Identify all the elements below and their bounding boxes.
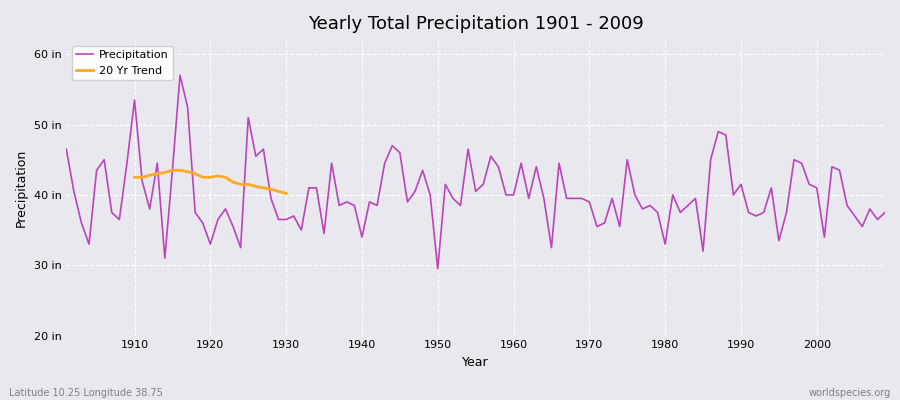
Text: Latitude 10.25 Longitude 38.75: Latitude 10.25 Longitude 38.75: [9, 388, 163, 398]
20 Yr Trend: [129, 175, 140, 180]
20 Yr Trend: [205, 175, 216, 180]
20 Yr Trend: [212, 174, 223, 178]
20 Yr Trend: [137, 175, 148, 180]
Precipitation: [615, 224, 626, 229]
Text: worldspecies.org: worldspecies.org: [809, 388, 891, 398]
20 Yr Trend: [175, 168, 185, 173]
20 Yr Trend: [281, 191, 292, 196]
20 Yr Trend: [273, 189, 284, 194]
Precipitation: [432, 266, 443, 271]
X-axis label: Year: Year: [463, 356, 489, 369]
Precipitation: [122, 161, 132, 166]
20 Yr Trend: [228, 180, 238, 185]
20 Yr Trend: [266, 187, 276, 192]
Legend: Precipitation, 20 Yr Trend: Precipitation, 20 Yr Trend: [72, 46, 173, 80]
Precipitation: [523, 196, 534, 201]
20 Yr Trend: [197, 175, 208, 180]
Title: Yearly Total Precipitation 1901 - 2009: Yearly Total Precipitation 1901 - 2009: [308, 15, 644, 33]
20 Yr Trend: [159, 170, 170, 175]
Precipitation: [341, 200, 352, 204]
Line: 20 Yr Trend: 20 Yr Trend: [134, 170, 286, 194]
20 Yr Trend: [190, 171, 201, 176]
Precipitation: [61, 147, 72, 152]
Precipitation: [296, 228, 307, 232]
20 Yr Trend: [152, 171, 163, 176]
Precipitation: [516, 161, 526, 166]
Precipitation: [879, 210, 890, 215]
20 Yr Trend: [144, 173, 155, 178]
Precipitation: [175, 73, 185, 78]
20 Yr Trend: [182, 169, 193, 174]
20 Yr Trend: [258, 186, 269, 190]
20 Yr Trend: [220, 175, 231, 180]
20 Yr Trend: [243, 182, 254, 187]
Line: Precipitation: Precipitation: [67, 75, 885, 269]
20 Yr Trend: [235, 182, 246, 187]
Y-axis label: Precipitation: Precipitation: [15, 149, 28, 227]
20 Yr Trend: [250, 184, 261, 189]
20 Yr Trend: [167, 168, 178, 173]
